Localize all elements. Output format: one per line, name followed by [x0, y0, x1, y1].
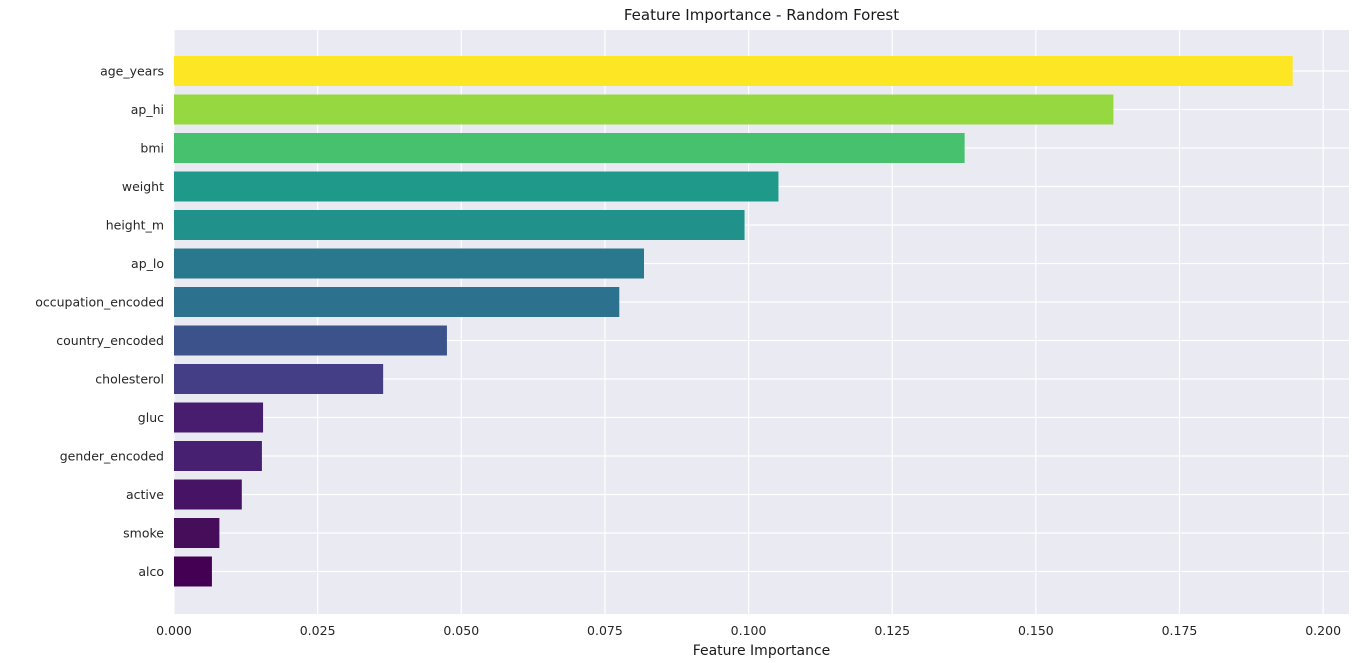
y-tick-label: height_m: [106, 218, 164, 233]
x-tick-label: 0.100: [731, 623, 767, 638]
x-tick-label: 0.175: [1162, 623, 1198, 638]
y-tick-label: country_encoded: [56, 333, 164, 348]
y-tick-label: active: [126, 487, 164, 502]
bar-active: [174, 479, 242, 510]
bars: [174, 56, 1293, 587]
y-tick-label: occupation_encoded: [35, 295, 164, 310]
y-tick-label: ap_hi: [131, 102, 164, 117]
bar-height_m: [174, 210, 745, 240]
x-axis-label: Feature Importance: [693, 643, 831, 659]
bar-smoke: [174, 518, 220, 548]
x-tick-label: 0.025: [300, 623, 336, 638]
chart-title: Feature Importance - Random Forest: [624, 6, 899, 24]
y-tick-label: ap_lo: [131, 256, 164, 271]
x-tick-label: 0.200: [1305, 623, 1341, 638]
bar-occupation_encoded: [174, 287, 620, 317]
bar-cholesterol: [174, 364, 384, 394]
x-tick-label: 0.050: [443, 623, 479, 638]
bar-ap_lo: [174, 248, 644, 279]
bar-weight: [174, 171, 779, 202]
bar-bmi: [174, 133, 965, 163]
y-tick-label: alco: [138, 564, 164, 579]
y-tick-label: age_years: [100, 64, 164, 79]
y-tick-label: bmi: [140, 141, 164, 156]
x-tick-label: 0.075: [587, 623, 623, 638]
bar-alco: [174, 556, 212, 587]
bar-ap_hi: [174, 94, 1114, 125]
x-tick-labels: 0.000 0.025 0.050 0.075 0.100 0.125 0.150 0.175…: [156, 623, 1341, 638]
bar-gluc: [174, 402, 264, 433]
y-tick-label: weight: [122, 179, 164, 194]
y-tick-label: cholesterol: [95, 372, 164, 387]
bar-country_encoded: [174, 325, 447, 356]
x-tick-label: 0.000: [156, 623, 192, 638]
y-tick-label: smoke: [123, 526, 164, 541]
plot-area: [174, 30, 1349, 614]
bar-age_years: [174, 56, 1293, 86]
bar-gender_encoded: [174, 441, 262, 471]
y-tick-label: gender_encoded: [60, 449, 164, 464]
x-tick-label: 0.150: [1018, 623, 1054, 638]
y-tick-label: gluc: [138, 410, 164, 425]
x-tick-label: 0.125: [874, 623, 910, 638]
